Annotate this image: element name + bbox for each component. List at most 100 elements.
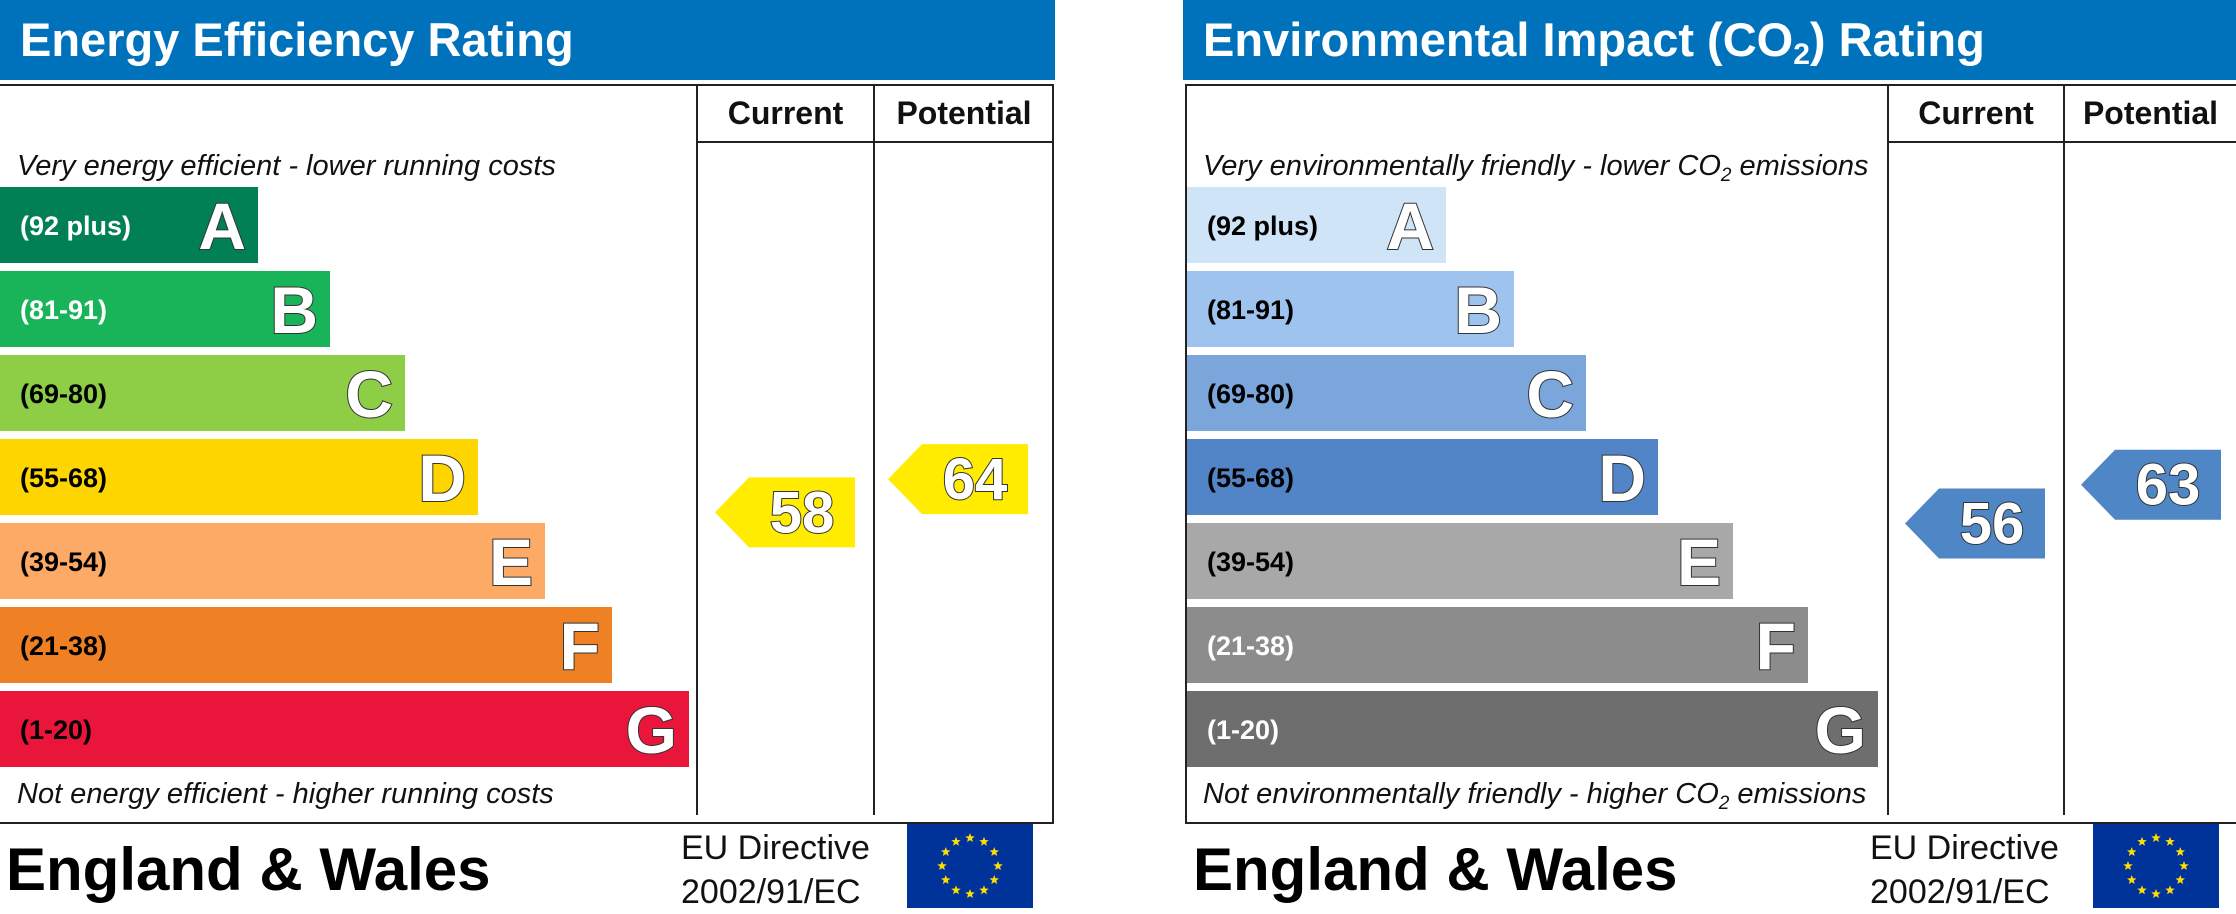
- env-current-column-header: Current: [1918, 95, 2034, 131]
- band-g: (1-20) G: [0, 691, 689, 768]
- eu-star-icon: [965, 833, 975, 843]
- band-a-letter: A: [198, 189, 246, 263]
- env-eu-directive: EU Directive 2002/91/EC: [1870, 826, 2059, 914]
- band-f-bar: [1187, 607, 1808, 683]
- band-c-letter: C: [1526, 357, 1574, 431]
- energy-header-rule: [696, 141, 1054, 143]
- band-g-letter: G: [626, 693, 677, 767]
- band-d-letter: D: [1598, 441, 1646, 515]
- env-potential-column-header: Potential: [2082, 95, 2219, 131]
- band-g-bar: [1187, 691, 1878, 767]
- band-f-letter: F: [1756, 609, 1796, 683]
- energy-footer-region: England & Wales: [6, 836, 491, 903]
- band-e-range: (39-54): [1207, 547, 1294, 577]
- band-g-bar: [0, 691, 689, 767]
- eu-flag-icon: [907, 824, 1033, 908]
- eu-star-icon: [979, 885, 989, 895]
- energy-efficiency-panel: Energy Efficiency Rating Current Potenti…: [0, 0, 1055, 911]
- env-header-rule: [1887, 141, 2236, 143]
- eu-star-icon: [989, 847, 999, 857]
- eu-star-icon: [2175, 875, 2185, 885]
- eu-star-icon: [2165, 885, 2175, 895]
- band-f: (21-38) F: [0, 607, 612, 684]
- potential-rating-arrow: [2081, 449, 2221, 520]
- eu-star-icon: [993, 861, 1003, 871]
- band-d-bar: [0, 439, 478, 515]
- band-b: (81-91) B: [0, 271, 330, 348]
- energy-eu-directive: EU Directive 2002/91/EC: [681, 826, 870, 914]
- energy-divider-current: [696, 84, 698, 815]
- eu-star-icon: [2137, 885, 2147, 895]
- eu-star-icon: [941, 847, 951, 857]
- band-b-range: (81-91): [20, 295, 107, 325]
- band-a: (92 plus) A: [0, 187, 258, 264]
- band-g-letter: G: [1815, 693, 1866, 767]
- eu-star-icon: [2123, 861, 2133, 871]
- band-c-letter: C: [345, 357, 393, 431]
- current-rating-arrow: [1905, 488, 2045, 559]
- env-chart-frame: [1185, 84, 2236, 824]
- eu-star-icon: [941, 875, 951, 885]
- eu-star-icon: [2151, 889, 2161, 899]
- energy-bottom-caption: Not energy efficient - higher running co…: [17, 778, 554, 810]
- eu-star-icon: [965, 889, 975, 899]
- eu-star-icon: [2127, 847, 2137, 857]
- energy-directive-line2: 2002/91/EC: [681, 873, 861, 911]
- band-f-bar: [0, 607, 612, 683]
- eu-star-icon: [979, 836, 989, 846]
- band-c: (69-80) C: [0, 355, 405, 432]
- band-c-range: (69-80): [20, 379, 107, 409]
- eu-star-icon: [937, 861, 947, 871]
- band-a-range: (92 plus): [1207, 211, 1318, 241]
- eu-star-icon: [2179, 861, 2189, 871]
- band-g-range: (1-20): [20, 715, 92, 745]
- energy-panel-title: Energy Efficiency Rating: [0, 0, 1055, 80]
- env-directive-line2: 2002/91/EC: [1870, 873, 2050, 911]
- potential-rating-value: 64: [943, 447, 1008, 512]
- band-f-range: (21-38): [1207, 631, 1294, 661]
- eu-star-icon: [2165, 836, 2175, 846]
- eu-flag-icon: [2093, 824, 2219, 908]
- band-e: (39-54) E: [1187, 523, 1733, 600]
- env-panel-title: Environmental Impact (CO2) Rating: [1183, 0, 2236, 80]
- band-a-bar: [1187, 187, 1446, 263]
- band-b: (81-91) B: [1187, 271, 1514, 348]
- env-top-caption: Very environmentally friendly - lower CO…: [1203, 150, 1869, 186]
- eu-star-icon: [2151, 833, 2161, 843]
- band-e-bar: [0, 523, 545, 599]
- env-bottom-caption: Not environmentally friendly - higher CO…: [1203, 778, 1867, 814]
- eu-star-icon: [2137, 836, 2147, 846]
- band-d-bar: [1187, 439, 1658, 515]
- energy-chart-frame: [0, 84, 1054, 824]
- current-rating-arrow: [715, 477, 855, 548]
- energy-top-caption: Very energy efficient - lower running co…: [17, 150, 556, 182]
- band-e-letter: E: [489, 525, 533, 599]
- band-d: (55-68) D: [0, 439, 478, 516]
- energy-divider-potential: [873, 84, 875, 815]
- band-a-letter: A: [1386, 189, 1434, 263]
- band-d: (55-68) D: [1187, 439, 1658, 516]
- current-rating-value: 56: [1960, 491, 2025, 556]
- env-divider-current: [1887, 84, 1889, 815]
- energy-current-column-header: Current: [727, 95, 844, 131]
- band-c-bar: [0, 355, 405, 431]
- band-a-bar: [0, 187, 258, 263]
- band-b-bar: [0, 271, 330, 347]
- band-e: (39-54) E: [0, 523, 545, 600]
- band-g: (1-20) G: [1187, 691, 1878, 768]
- potential-rating-arrow: [888, 444, 1028, 515]
- band-b-range: (81-91): [1207, 295, 1294, 325]
- eu-star-icon: [2127, 875, 2137, 885]
- env-rating-chart: (92 plus) A (81-91) B (69-80) C (55-68) D (39-54…: [1187, 187, 2221, 768]
- band-b-letter: B: [270, 273, 318, 347]
- band-c-range: (69-80): [1207, 379, 1294, 409]
- band-g-range: (1-20): [1207, 715, 1279, 745]
- potential-rating-value: 63: [2136, 453, 2201, 518]
- eu-star-icon: [989, 875, 999, 885]
- current-rating-value: 58: [770, 480, 835, 545]
- band-c: (69-80) C: [1187, 355, 1586, 432]
- band-a-range: (92 plus): [20, 211, 131, 241]
- band-f: (21-38) F: [1187, 607, 1808, 684]
- band-e-letter: E: [1677, 525, 1721, 599]
- energy-directive-line1: EU Directive: [681, 829, 870, 867]
